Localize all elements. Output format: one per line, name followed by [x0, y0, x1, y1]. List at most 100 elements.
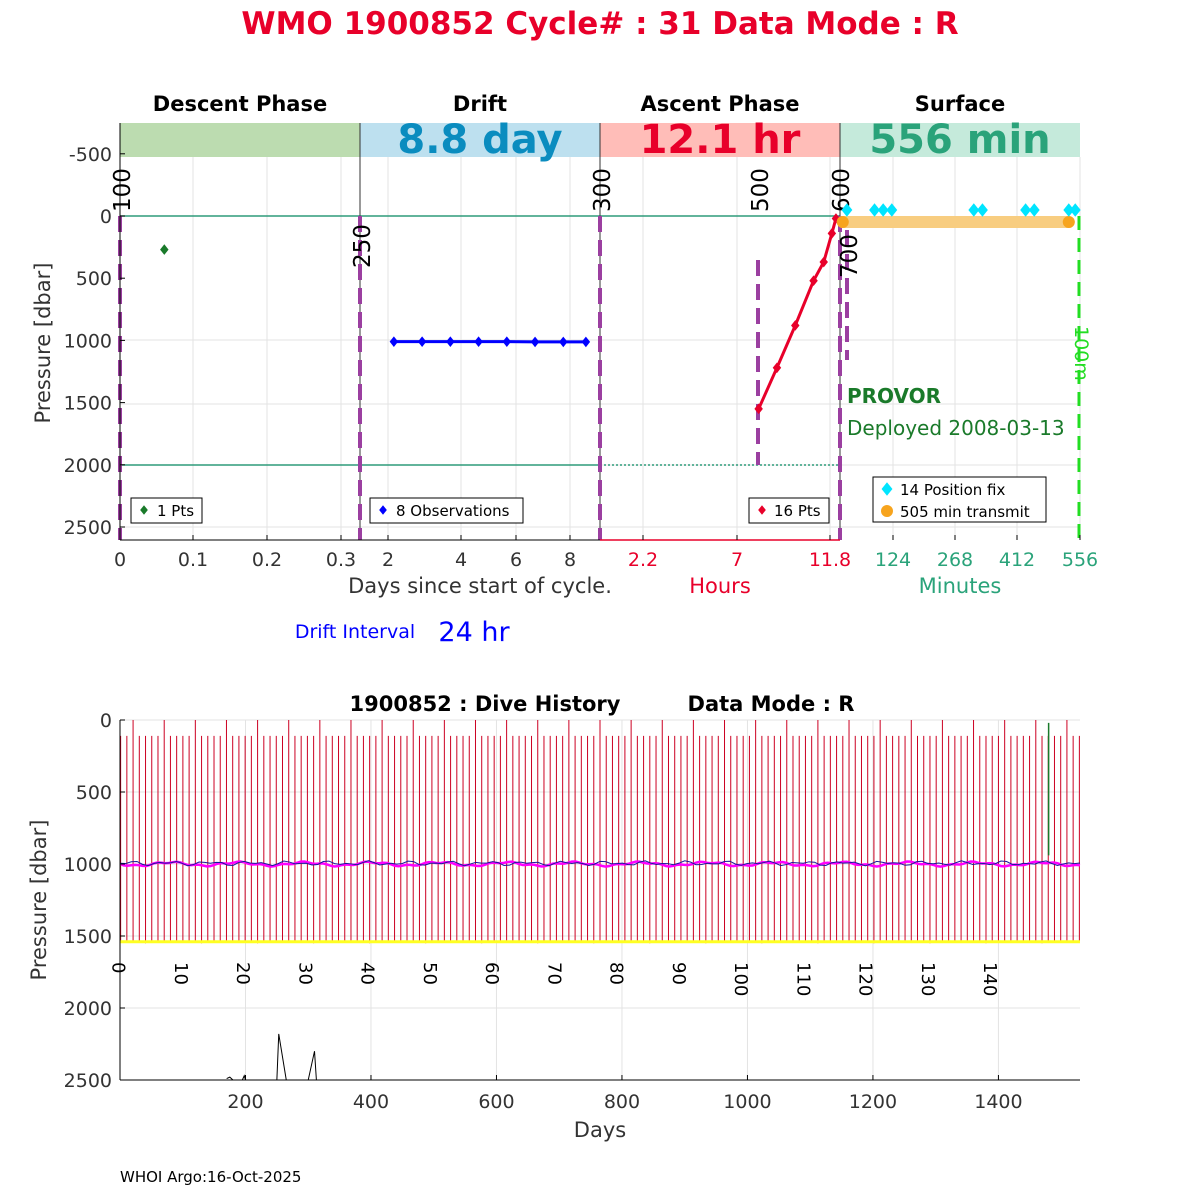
deployment-date: Deployed 2008-03-13: [847, 416, 1065, 440]
position-fix-point: [877, 203, 889, 217]
cycle-x-tick-label: 0: [114, 549, 126, 571]
legend-ascent-marker: [758, 505, 766, 515]
cycle-x-label-hours: Hours: [689, 574, 751, 598]
park-pressure-trace: [119, 860, 1081, 868]
legend-drift-label: 8 Observations: [396, 502, 510, 520]
cycle-x-tick-label: 2: [382, 549, 394, 571]
cycle-number-label: 70: [543, 962, 564, 985]
dive-x-label: Days: [574, 1118, 626, 1142]
depth-marker-label: 250: [350, 224, 376, 268]
phase-band-0: [120, 123, 360, 157]
position-fix-point: [841, 203, 853, 217]
phase-band-3: [840, 123, 1080, 157]
legend-drift-marker: [379, 505, 387, 515]
legend-fix-marker: [881, 482, 893, 496]
position-fix-point: [1069, 203, 1081, 217]
ascent-point: [791, 320, 800, 331]
drift-point: [474, 336, 483, 347]
cycle-number-label: 50: [419, 962, 440, 985]
phase-band-1: [360, 123, 600, 157]
phase-title: Descent Phase: [153, 92, 327, 116]
cycle-number-label: 140: [979, 962, 1000, 996]
ascent-point: [809, 275, 818, 286]
cycle-x-label-days: Days since start of cycle.: [348, 574, 612, 598]
cycle-x-tick-label: 556: [1062, 549, 1098, 571]
cycle-x-tick-label: 2.2: [628, 549, 658, 571]
ascent-point: [831, 213, 841, 224]
cycle-x-label-minutes: Minutes: [919, 574, 1002, 598]
legend-ascent-label: 16 Pts: [774, 502, 821, 520]
depth-marker-label: 500: [748, 168, 774, 212]
phase-duration: 8.8 day: [397, 117, 562, 163]
cycle-number-label: 130: [917, 962, 938, 996]
depth-marker-label: 700: [837, 234, 863, 278]
cycle-y-label: Pressure [dbar]: [31, 263, 55, 424]
dive-x-tick-label: 1200: [849, 1091, 897, 1113]
cycle-number-label: 120: [855, 962, 876, 996]
cycle-number-label: 110: [792, 962, 813, 996]
drift-point: [417, 336, 427, 347]
deep-excursion: [226, 1076, 234, 1081]
phase-band-2: [600, 123, 840, 157]
cycle-x-tick-label: 4: [455, 549, 467, 571]
phase-duration: 12.1 hr: [640, 117, 801, 163]
cycle-x-tick-label: 124: [875, 549, 911, 571]
cycle-y-tick-label: 1000: [64, 330, 112, 352]
dive-y-tick-label: 500: [76, 782, 112, 804]
cycle-number-label: 40: [357, 962, 378, 985]
dive-y-label: Pressure [dbar]: [27, 820, 51, 981]
cycle-x-tick-label: 6: [510, 549, 522, 571]
drift-point: [502, 336, 512, 347]
cycle-y-tick-label: 2000: [64, 455, 112, 477]
ascent-point: [754, 403, 763, 415]
transmit-point: [836, 216, 849, 228]
cycle-y-tick-label: -500: [69, 144, 112, 166]
legend-box: [369, 497, 524, 524]
dive-x-tick-label: 400: [353, 1091, 389, 1113]
descent-point: [160, 244, 169, 255]
depth-marker-label: 100: [110, 168, 136, 212]
dive-y-tick-label: 2000: [64, 998, 112, 1020]
cycle-y-tick-label: 0: [100, 206, 112, 228]
cycle-number-label: 80: [606, 962, 627, 985]
position-fix-point: [1020, 203, 1032, 217]
position-fix-point: [1028, 203, 1040, 217]
phase-title: Drift: [453, 92, 507, 116]
cycle-x-tick-label: 8: [564, 549, 576, 571]
depth-marker-label: 600: [829, 168, 855, 212]
legend-descent-marker: [140, 505, 148, 515]
position-fix-point: [869, 203, 880, 217]
ascent-point: [827, 228, 837, 239]
legend-transmit-label: 505 min transmit: [900, 503, 1030, 521]
dive-history-chart: 0 10 20 30 40 50 60 70 80 90 100 110 120 130 140050010…: [27, 692, 1081, 1142]
float-type: PROVOR: [847, 384, 941, 408]
cycle-y-tick-label: 2500: [64, 517, 112, 539]
transmit-point: [1062, 216, 1075, 228]
cycle-x-tick-label: 0.3: [326, 549, 356, 571]
deep-excursion: [276, 1033, 287, 1081]
drift-interval-value: 24 hr: [438, 617, 510, 648]
park-pressure-detail: [119, 860, 1081, 867]
drift-interval-label: Drift Interval: [295, 621, 415, 643]
dive-y-tick-label: 2500: [64, 1070, 112, 1092]
position-fix-point: [977, 203, 988, 217]
dive-y-tick-label: 1000: [64, 854, 112, 876]
figure-title: WMO 1900852 Cycle# : 31 Data Mode : R: [241, 6, 958, 42]
drift-point: [389, 336, 399, 347]
cycle-number-label: 100: [730, 962, 751, 996]
cycle-x-tick-label: 412: [999, 549, 1035, 571]
cycle-number-label: 10: [170, 962, 191, 985]
legend-descent-label: 1 Pts: [157, 502, 194, 520]
cycle-x-tick-label: 11.8: [809, 549, 851, 571]
drift-point: [559, 336, 568, 348]
surface-depth-marker: 100m: [1070, 326, 1092, 381]
legend-box: [872, 476, 1047, 523]
dive-x-tick-label: 1000: [723, 1091, 771, 1113]
dive-x-tick-label: 600: [478, 1091, 514, 1113]
depth-marker-label: 300: [590, 168, 616, 212]
position-fix-point: [968, 203, 980, 217]
cycle-x-tick-label: 0.2: [252, 549, 282, 571]
legend-transmit-marker: [881, 505, 893, 517]
